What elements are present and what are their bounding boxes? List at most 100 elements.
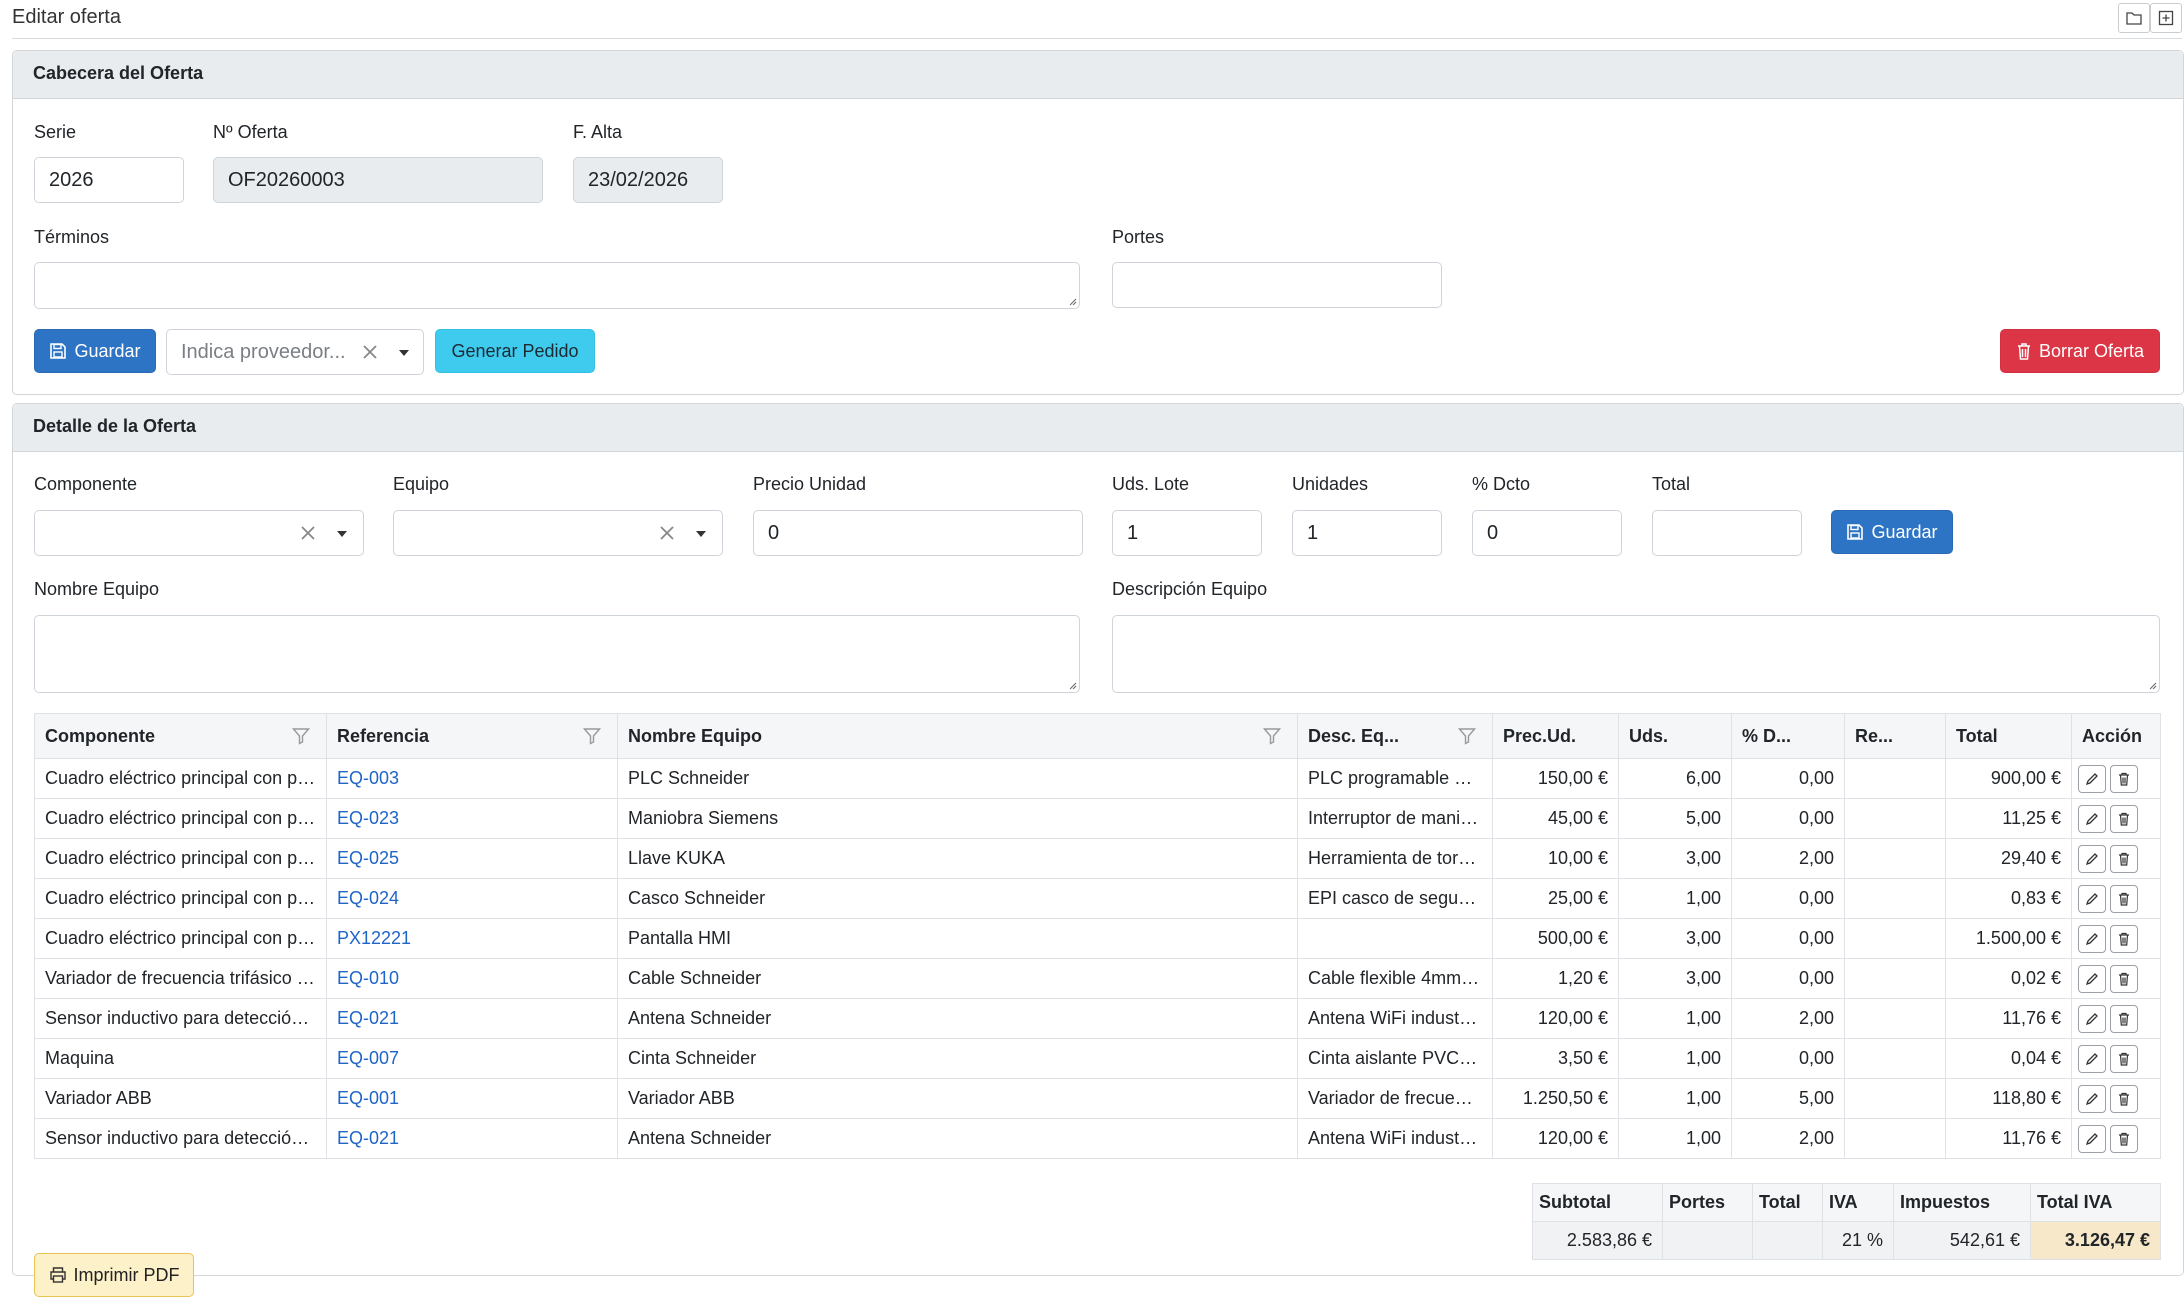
generate-order-button[interactable]: Generar Pedido (435, 329, 595, 373)
resize-grip-icon[interactable] (1067, 680, 1077, 690)
trash-icon[interactable] (2110, 1004, 2138, 1033)
referencia-link[interactable]: EQ-023 (337, 808, 400, 828)
portes-input[interactable] (1112, 262, 1442, 308)
edit-icon[interactable] (2078, 1124, 2106, 1153)
cell-uds: 3,00 (1618, 838, 1732, 879)
save-line-button[interactable]: Guardar (1831, 510, 1953, 554)
referencia-link[interactable]: EQ-025 (337, 848, 400, 868)
cell-componente: Cuadro eléctrico principal con proteccio… (34, 878, 327, 919)
supplier-select[interactable]: Indica proveedor... (166, 329, 424, 375)
table-row[interactable]: Variador de frecuencia trifásico 5,5kW EQ… (34, 958, 2161, 999)
trash-icon[interactable] (2110, 804, 2138, 833)
descripcion-equipo-textarea[interactable] (1112, 615, 2160, 693)
expand-icon[interactable] (2150, 3, 2182, 33)
trash-icon[interactable] (2110, 884, 2138, 913)
table-row[interactable]: Sensor inductivo para detección de metal… (34, 998, 2161, 1039)
referencia-link[interactable]: PX12221 (337, 928, 412, 948)
detail-card-title: Detalle de la Oferta (33, 416, 197, 436)
edit-icon[interactable] (2078, 844, 2106, 873)
dcto-input[interactable]: 0 (1472, 510, 1622, 556)
edit-icon[interactable] (2078, 884, 2106, 913)
col-header-dcto[interactable]: % D... (1731, 713, 1845, 759)
filter-icon[interactable] (583, 727, 601, 745)
edit-icon[interactable] (2078, 764, 2106, 793)
numero-input[interactable]: OF20260003 (213, 157, 543, 203)
table-row[interactable]: Cuadro eléctrico principal con proteccio… (34, 838, 2161, 879)
table-row[interactable]: Cuadro eléctrico principal con proteccio… (34, 878, 2161, 919)
cell-precio: 500,00 € (1492, 918, 1619, 959)
col-header-componente[interactable]: Componente (34, 713, 327, 759)
col-header-referencia[interactable]: Referencia (326, 713, 618, 759)
edit-icon[interactable] (2078, 964, 2106, 993)
cell-componente: Cuadro eléctrico principal con proteccio… (34, 798, 327, 839)
table-row[interactable]: Variador ABB EQ-001 Variador ABB Variador d… (34, 1078, 2161, 1119)
trash-icon[interactable] (2110, 1044, 2138, 1073)
filter-icon[interactable] (292, 727, 310, 745)
cell-accion (2071, 838, 2161, 879)
col-header-re[interactable]: Re... (1844, 713, 1946, 759)
referencia-link[interactable]: EQ-021 (337, 1128, 400, 1148)
edit-icon[interactable] (2078, 924, 2106, 953)
col-header-nombre-equipo[interactable]: Nombre Equipo (617, 713, 1298, 759)
delete-offer-button[interactable]: Borrar Oferta (2000, 329, 2160, 373)
terminos-textarea[interactable] (34, 262, 1080, 309)
col-header-precio[interactable]: Prec.Ud. (1492, 713, 1619, 759)
chevron-down-icon[interactable] (331, 522, 353, 544)
chevron-down-icon[interactable] (690, 522, 712, 544)
nombre-equipo-textarea[interactable] (34, 615, 1080, 693)
total-input[interactable] (1652, 510, 1802, 556)
cell-referencia: EQ-023 (326, 798, 618, 839)
col-header-total[interactable]: Total (1945, 713, 2072, 759)
table-row[interactable]: Cuadro eléctrico principal con proteccio… (34, 918, 2161, 959)
totals-subtotal: 2.583,86 € (1532, 1221, 1663, 1260)
cell-uds: 6,00 (1618, 758, 1732, 799)
trash-icon[interactable] (2110, 924, 2138, 953)
referencia-link[interactable]: EQ-010 (337, 968, 400, 988)
table-row[interactable]: Cuadro eléctrico principal con proteccio… (34, 798, 2161, 839)
table-row[interactable]: Maquina EQ-007 Cinta Schneider Cinta aislan… (34, 1038, 2161, 1079)
edit-icon[interactable] (2078, 1004, 2106, 1033)
filter-icon[interactable] (1458, 727, 1476, 745)
clear-icon[interactable] (297, 522, 319, 544)
uds-lote-input[interactable]: 1 (1112, 510, 1262, 556)
fecha-alta-input[interactable]: 23/02/2026 (573, 157, 723, 203)
table-row[interactable]: Cuadro eléctrico principal con proteccio… (34, 758, 2161, 799)
cell-nombre-equipo: PLC Schneider (617, 758, 1298, 799)
table-row[interactable]: Sensor inductivo para detección de metal… (34, 1118, 2161, 1159)
referencia-link[interactable]: EQ-003 (337, 768, 400, 788)
referencia-link[interactable]: EQ-007 (337, 1048, 400, 1068)
clear-icon[interactable] (359, 341, 381, 363)
chevron-down-icon[interactable] (393, 341, 415, 363)
componente-select[interactable] (34, 510, 364, 556)
trash-icon[interactable] (2110, 1124, 2138, 1153)
save-header-button[interactable]: Guardar (34, 329, 156, 373)
trash-icon[interactable] (2110, 964, 2138, 993)
cell-uds: 1,00 (1618, 998, 1732, 1039)
clear-icon[interactable] (656, 522, 678, 544)
precio-input[interactable]: 0 (753, 510, 1083, 556)
edit-icon[interactable] (2078, 804, 2106, 833)
serie-input[interactable]: 2026 (34, 157, 184, 203)
edit-icon[interactable] (2078, 1044, 2106, 1073)
referencia-link[interactable]: EQ-021 (337, 1008, 400, 1028)
edit-icon[interactable] (2078, 1084, 2106, 1113)
referencia-link[interactable]: EQ-024 (337, 888, 400, 908)
cell-uds: 1,00 (1618, 1118, 1732, 1159)
resize-grip-icon[interactable] (2147, 680, 2157, 690)
col-header-desc-equipo[interactable]: Desc. Eq... (1297, 713, 1493, 759)
totals-iva: 21 % (1822, 1221, 1894, 1260)
equipo-select[interactable] (393, 510, 723, 556)
cell-componente: Sensor inductivo para detección de metal… (34, 1118, 327, 1159)
trash-icon[interactable] (2110, 1084, 2138, 1113)
cell-desc-equipo: Interruptor de maniobra (1297, 798, 1493, 839)
trash-icon[interactable] (2110, 844, 2138, 873)
resize-grip-icon[interactable] (1067, 296, 1077, 306)
unidades-input[interactable]: 1 (1292, 510, 1442, 556)
cell-referencia: EQ-025 (326, 838, 618, 879)
folder-icon[interactable] (2118, 3, 2150, 33)
trash-icon[interactable] (2110, 764, 2138, 793)
filter-icon[interactable] (1263, 727, 1281, 745)
print-pdf-button[interactable]: Imprimir PDF (34, 1253, 194, 1297)
referencia-link[interactable]: EQ-001 (337, 1088, 400, 1108)
col-header-uds[interactable]: Uds. (1618, 713, 1732, 759)
